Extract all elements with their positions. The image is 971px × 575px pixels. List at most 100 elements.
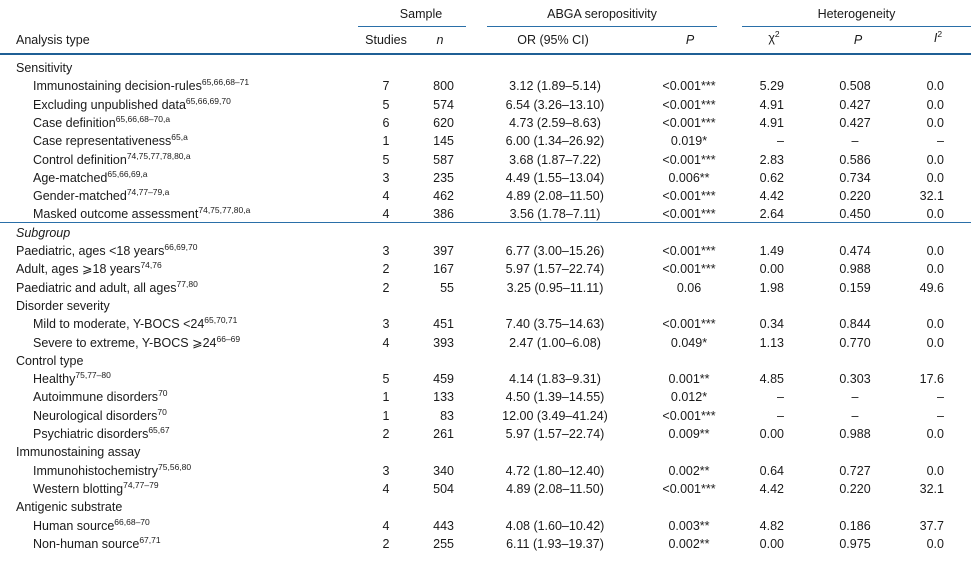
column-header-chi-square: χ2 xyxy=(754,29,794,45)
cell-n: 133 xyxy=(433,390,454,405)
analysis-label: Immunostaining decision-rules65,66,68–71 xyxy=(33,77,249,96)
reference-superscript: 75,77–80 xyxy=(75,370,111,381)
cell-chi2: 4.42 xyxy=(759,189,784,204)
analysis-label: Paediatric and adult, all ages77,80 xyxy=(16,279,198,298)
analysis-label: Psychiatric disorders65,67 xyxy=(33,425,170,444)
group-rule-abga xyxy=(487,26,717,27)
cell-or: 4.73 (2.59–8.63) xyxy=(509,115,601,130)
cell-studies: 2 xyxy=(382,280,390,295)
cell-het-p: 0.988 xyxy=(839,262,871,277)
analysis-label-text: Severe to extreme, Y-BOCS ⩾24 xyxy=(33,335,217,350)
analysis-label: Paediatric, ages <18 years66,69,70 xyxy=(16,242,197,261)
cell-het-p: 0.975 xyxy=(839,536,871,551)
analysis-label-text: Immunostaining decision-rules xyxy=(33,79,202,94)
cell-chi2: 4.42 xyxy=(759,481,784,496)
reference-superscript: 66–69 xyxy=(216,333,241,344)
analysis-label-text: Neurological disorders xyxy=(33,408,158,423)
cell-i2: 32.1 xyxy=(919,189,944,204)
cell-p: <0.001*** xyxy=(662,262,716,277)
cell-studies: 4 xyxy=(382,189,390,204)
cell-het-p: 0.450 xyxy=(839,207,871,222)
section-label: Disorder severity xyxy=(16,298,110,313)
column-header-or-ci: OR (95% CI) xyxy=(517,33,589,47)
reference-superscript: 65,a xyxy=(171,132,188,143)
cell-n: 83 xyxy=(440,408,454,423)
cell-n: 145 xyxy=(433,134,454,149)
section-header-row: Immunostaining assay xyxy=(0,443,971,462)
cell-i2: – xyxy=(937,408,944,423)
chi-symbol: χ xyxy=(768,31,775,45)
table-row: Autoimmune disorders70 1 133 4.50 (1.39–14.… xyxy=(0,388,971,407)
cell-studies: 5 xyxy=(382,97,390,112)
cell-p: <0.001*** xyxy=(662,115,716,130)
table-row: Control definition74,75,77,78,80,a 5 587 3.… xyxy=(0,151,971,170)
cell-chi2: 1.13 xyxy=(759,335,784,350)
reference-superscript: 75,56,80 xyxy=(158,461,192,472)
table-row: Masked outcome assessment74,75,77,80,a 4 3… xyxy=(0,205,971,224)
chi-superscript: 2 xyxy=(774,29,780,39)
cell-het-p: – xyxy=(851,408,859,423)
cell-chi2: 0.00 xyxy=(759,427,784,441)
cell-n: 255 xyxy=(433,536,454,551)
table-row: Paediatric and adult, all ages77,80 2 55 3.… xyxy=(0,279,971,298)
reference-superscript: 70 xyxy=(158,388,168,399)
i-superscript: 2 xyxy=(937,29,943,39)
cell-or: 6.54 (3.26–13.10) xyxy=(505,97,605,112)
analysis-label: Western blotting74,77–79 xyxy=(33,480,159,499)
cell-studies: 6 xyxy=(382,115,390,130)
table-row: Gender-matched74,77–79,a 4 462 4.89 (2.08–1… xyxy=(0,187,971,206)
reference-superscript: 74,76 xyxy=(140,260,162,271)
analysis-label-text: Excluding unpublished data xyxy=(33,97,186,112)
cell-studies: 3 xyxy=(382,244,390,258)
cell-studies: 3 xyxy=(382,463,390,478)
table-row: Non-human source67,71 2 255 6.11 (1.93–19.3… xyxy=(0,535,971,554)
cell-or: 3.56 (1.78–7.11) xyxy=(509,207,601,222)
cell-studies: 4 xyxy=(382,518,390,533)
reference-superscript: 74,75,77,80,a xyxy=(198,205,251,216)
cell-het-p: 0.844 xyxy=(839,317,871,332)
cell-het-p: 0.988 xyxy=(839,427,871,441)
cell-or: 7.40 (3.75–14.63) xyxy=(505,317,605,332)
cell-chi2: – xyxy=(777,390,784,405)
cell-i2: 0.0 xyxy=(926,244,944,258)
cell-studies: 1 xyxy=(382,390,390,405)
cell-i2: 32.1 xyxy=(919,481,944,496)
analysis-label-text: Western blotting xyxy=(33,481,124,496)
analysis-label-text: Paediatric and adult, all ages xyxy=(16,280,177,295)
cell-n: 261 xyxy=(433,427,454,441)
cell-p: 0.002** xyxy=(668,536,710,551)
cell-chi2: – xyxy=(777,134,784,149)
cell-i2: 0.0 xyxy=(926,170,944,185)
cell-het-p: – xyxy=(851,134,859,149)
analysis-label: Adult, ages ⩾18 years74,76 xyxy=(16,260,162,279)
cell-i2: 49.6 xyxy=(919,280,944,295)
cell-het-p: 0.427 xyxy=(839,97,871,112)
cell-het-p: 0.186 xyxy=(839,518,871,533)
cell-or: 4.14 (1.83–9.31) xyxy=(509,372,601,387)
analysis-label-text: Masked outcome assessment xyxy=(33,207,199,222)
table-row: Human source66,68–70 4 443 4.08 (1.60–10.42… xyxy=(0,517,971,536)
cell-p: <0.001*** xyxy=(662,408,716,423)
analysis-label-text: Non-human source xyxy=(33,536,140,551)
table-row: Adult, ages ⩾18 years74,76 2 167 5.97 (1.57… xyxy=(0,260,971,279)
reference-superscript: 74,77–79 xyxy=(123,479,159,490)
cell-or: 5.97 (1.57–22.74) xyxy=(505,427,605,441)
analysis-label-text: Human source xyxy=(33,518,115,533)
analysis-label-text: Case representativeness xyxy=(33,134,172,149)
cell-n: 459 xyxy=(433,372,454,387)
cell-or: 4.72 (1.80–12.40) xyxy=(505,463,605,478)
analysis-label: Case definition65,66,68–70,a xyxy=(33,114,170,133)
cell-p: <0.001*** xyxy=(662,189,716,204)
analysis-label-text: Paediatric, ages <18 years xyxy=(16,244,165,258)
cell-chi2: 1.49 xyxy=(759,244,784,258)
cell-p: 0.012* xyxy=(670,390,708,405)
analysis-label-text: Gender-matched xyxy=(33,189,127,204)
cell-or: 2.47 (1.00–6.08) xyxy=(509,335,601,350)
reference-superscript: 67,71 xyxy=(139,534,161,545)
table-row: Case definition65,66,68–70,a 6 620 4.73 (2.… xyxy=(0,114,971,133)
group-rule-sample xyxy=(358,26,466,27)
cell-or: 4.50 (1.39–14.55) xyxy=(505,390,605,405)
analysis-label-text: Age-matched xyxy=(33,170,108,185)
cell-studies: 2 xyxy=(382,536,390,551)
section-header-row: Subgroup xyxy=(0,224,971,243)
